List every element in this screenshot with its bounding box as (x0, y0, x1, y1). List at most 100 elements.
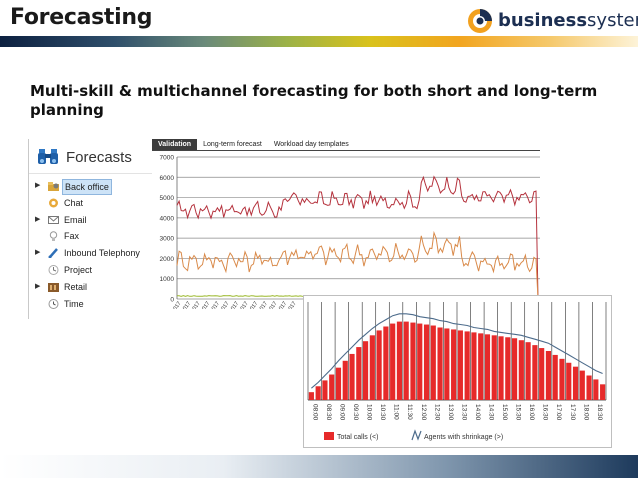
bar-13:00 (444, 328, 450, 400)
x-tick-label: 15:30 (515, 404, 522, 421)
logo-mark-icon (468, 9, 492, 33)
fax-icon (49, 231, 58, 242)
bar-08:15 (315, 386, 321, 400)
tree-item-label: Inbound Telephony (64, 248, 140, 259)
bar-09:00 (335, 367, 342, 400)
bar-15:45 (518, 340, 524, 400)
x-tick-label: 15:00 (501, 404, 508, 421)
x-tick-label: 13:30 (460, 404, 467, 421)
binoculars-icon (38, 149, 58, 164)
bar-09:30 (349, 353, 355, 400)
x-tick-label: 11:30 (406, 404, 413, 420)
bar-14:00 (471, 332, 477, 400)
bar-11:00 (390, 323, 396, 400)
y-tick-label: 2000 (160, 256, 175, 263)
bar-11:30 (403, 321, 409, 400)
expand-arrow-icon[interactable]: ▶ (35, 215, 41, 223)
y-tick-label: 4000 (160, 215, 175, 222)
x-tick-label: 09:30 (352, 404, 359, 421)
bar-14:30 (484, 334, 491, 400)
tab-workload-day-templates[interactable]: Workload day templates (273, 141, 349, 148)
bar-08:00 (308, 392, 314, 400)
x-tick-label: 12:30 (433, 404, 440, 421)
page-title: Forecasting (10, 5, 153, 30)
forecasts-panel-title: Forecasts (66, 149, 132, 166)
bar-15:00 (498, 336, 504, 400)
tree-item-label: Chat (64, 197, 84, 208)
clock-icon (48, 298, 59, 309)
bar-16:30 (539, 348, 545, 400)
project-icon (48, 264, 59, 275)
forecasts-panel-header: Forecasts (29, 139, 155, 174)
footer-gradient-bar (0, 455, 638, 478)
x-tick-label: 10:00 (366, 404, 373, 421)
gear-folder-icon (48, 182, 59, 191)
validation-line-chart: 7000600050004000300020001000027/01/20172… (152, 150, 540, 309)
business-systems-logo: businesssystems (466, 7, 638, 35)
bar-13:45 (464, 331, 470, 400)
tree-item-label: Back office (62, 179, 112, 195)
x-tick-label: 18:00 (582, 404, 589, 421)
bar-08:30 (322, 380, 328, 400)
bar-18:45 (600, 384, 606, 400)
tree-item-label: Project (64, 264, 93, 275)
expand-arrow-icon[interactable]: ▶ (35, 182, 41, 189)
bar-14:45 (491, 335, 497, 400)
bar-10:15 (369, 335, 375, 400)
x-tick-label: 18:30 (596, 404, 603, 421)
bar-15:15 (505, 337, 511, 400)
chat-icon (49, 198, 58, 208)
bar-10:30 (376, 330, 382, 400)
bar-18:30 (593, 379, 599, 400)
bar-12:00 (417, 323, 423, 400)
y-tick-label: 1000 (160, 276, 175, 283)
x-tick-label: 12:00 (420, 404, 427, 421)
bar-12:15 (423, 324, 430, 400)
x-tick-label: 10:30 (379, 404, 386, 421)
email-icon (48, 215, 59, 224)
x-tick-label: 14:00 (474, 404, 481, 421)
y-tick-label: 3000 (160, 236, 175, 243)
retail-icon (48, 282, 59, 292)
bar-13:30 (457, 330, 463, 400)
bar-12:45 (437, 327, 443, 400)
validation-chart: Validation Long-term forecast Workload d… (152, 139, 542, 309)
legend-agents: Agents with shrinkage (>) (424, 434, 503, 441)
series-line-2 (176, 230, 539, 300)
bar-14:15 (478, 333, 484, 400)
bar-16:00 (525, 342, 531, 400)
x-tick-label: 11:00 (393, 404, 400, 420)
intraday-bar-chart: 08:00 08:30 09:00 09:30 10:00 10:30 11:00 11:30… (307, 302, 607, 441)
bar-12:30 (430, 325, 436, 400)
x-tick-label: 08:30 (325, 404, 332, 421)
bar-10:45 (383, 326, 389, 400)
phone-icon (48, 248, 58, 259)
x-tick-label: 08:00 (311, 404, 318, 421)
tab-long-term-forecast[interactable]: Long-term forecast (203, 141, 262, 148)
y-tick-label: 7000 (160, 155, 175, 162)
expand-arrow-icon[interactable]: ▶ (35, 249, 41, 257)
tab-validation[interactable]: Validation (152, 139, 198, 150)
legend-swatch-total-calls (324, 432, 334, 440)
tree-item-label: Fax (64, 231, 80, 242)
bar-18:00 (579, 370, 585, 400)
header-gradient-bar (0, 36, 638, 47)
bar-17:15 (559, 358, 565, 400)
x-tick-label: 16:30 (542, 404, 549, 421)
bar-09:15 (342, 360, 348, 400)
bar-08:45 (329, 374, 335, 400)
x-tick-label: 13:00 (447, 404, 454, 421)
x-tick-label: 16:00 (528, 404, 535, 421)
bar-16:15 (532, 345, 538, 400)
intraday-chart: 08:00 08:30 09:00 09:30 10:00 10:30 11:00 11:30… (303, 295, 612, 448)
bar-09:45 (356, 347, 362, 400)
x-tick-label: 17:00 (555, 404, 562, 421)
bar-11:15 (396, 321, 403, 400)
y-tick-label: 0 (170, 297, 174, 304)
expand-arrow-icon[interactable]: ▶ (35, 282, 41, 290)
y-tick-label: 6000 (160, 175, 175, 182)
x-tick-label: 14:30 (487, 404, 494, 421)
tree-item-label: Time (64, 298, 84, 309)
x-tick-label: 17:30 (569, 404, 576, 421)
legend-swatch-agents (411, 429, 422, 441)
